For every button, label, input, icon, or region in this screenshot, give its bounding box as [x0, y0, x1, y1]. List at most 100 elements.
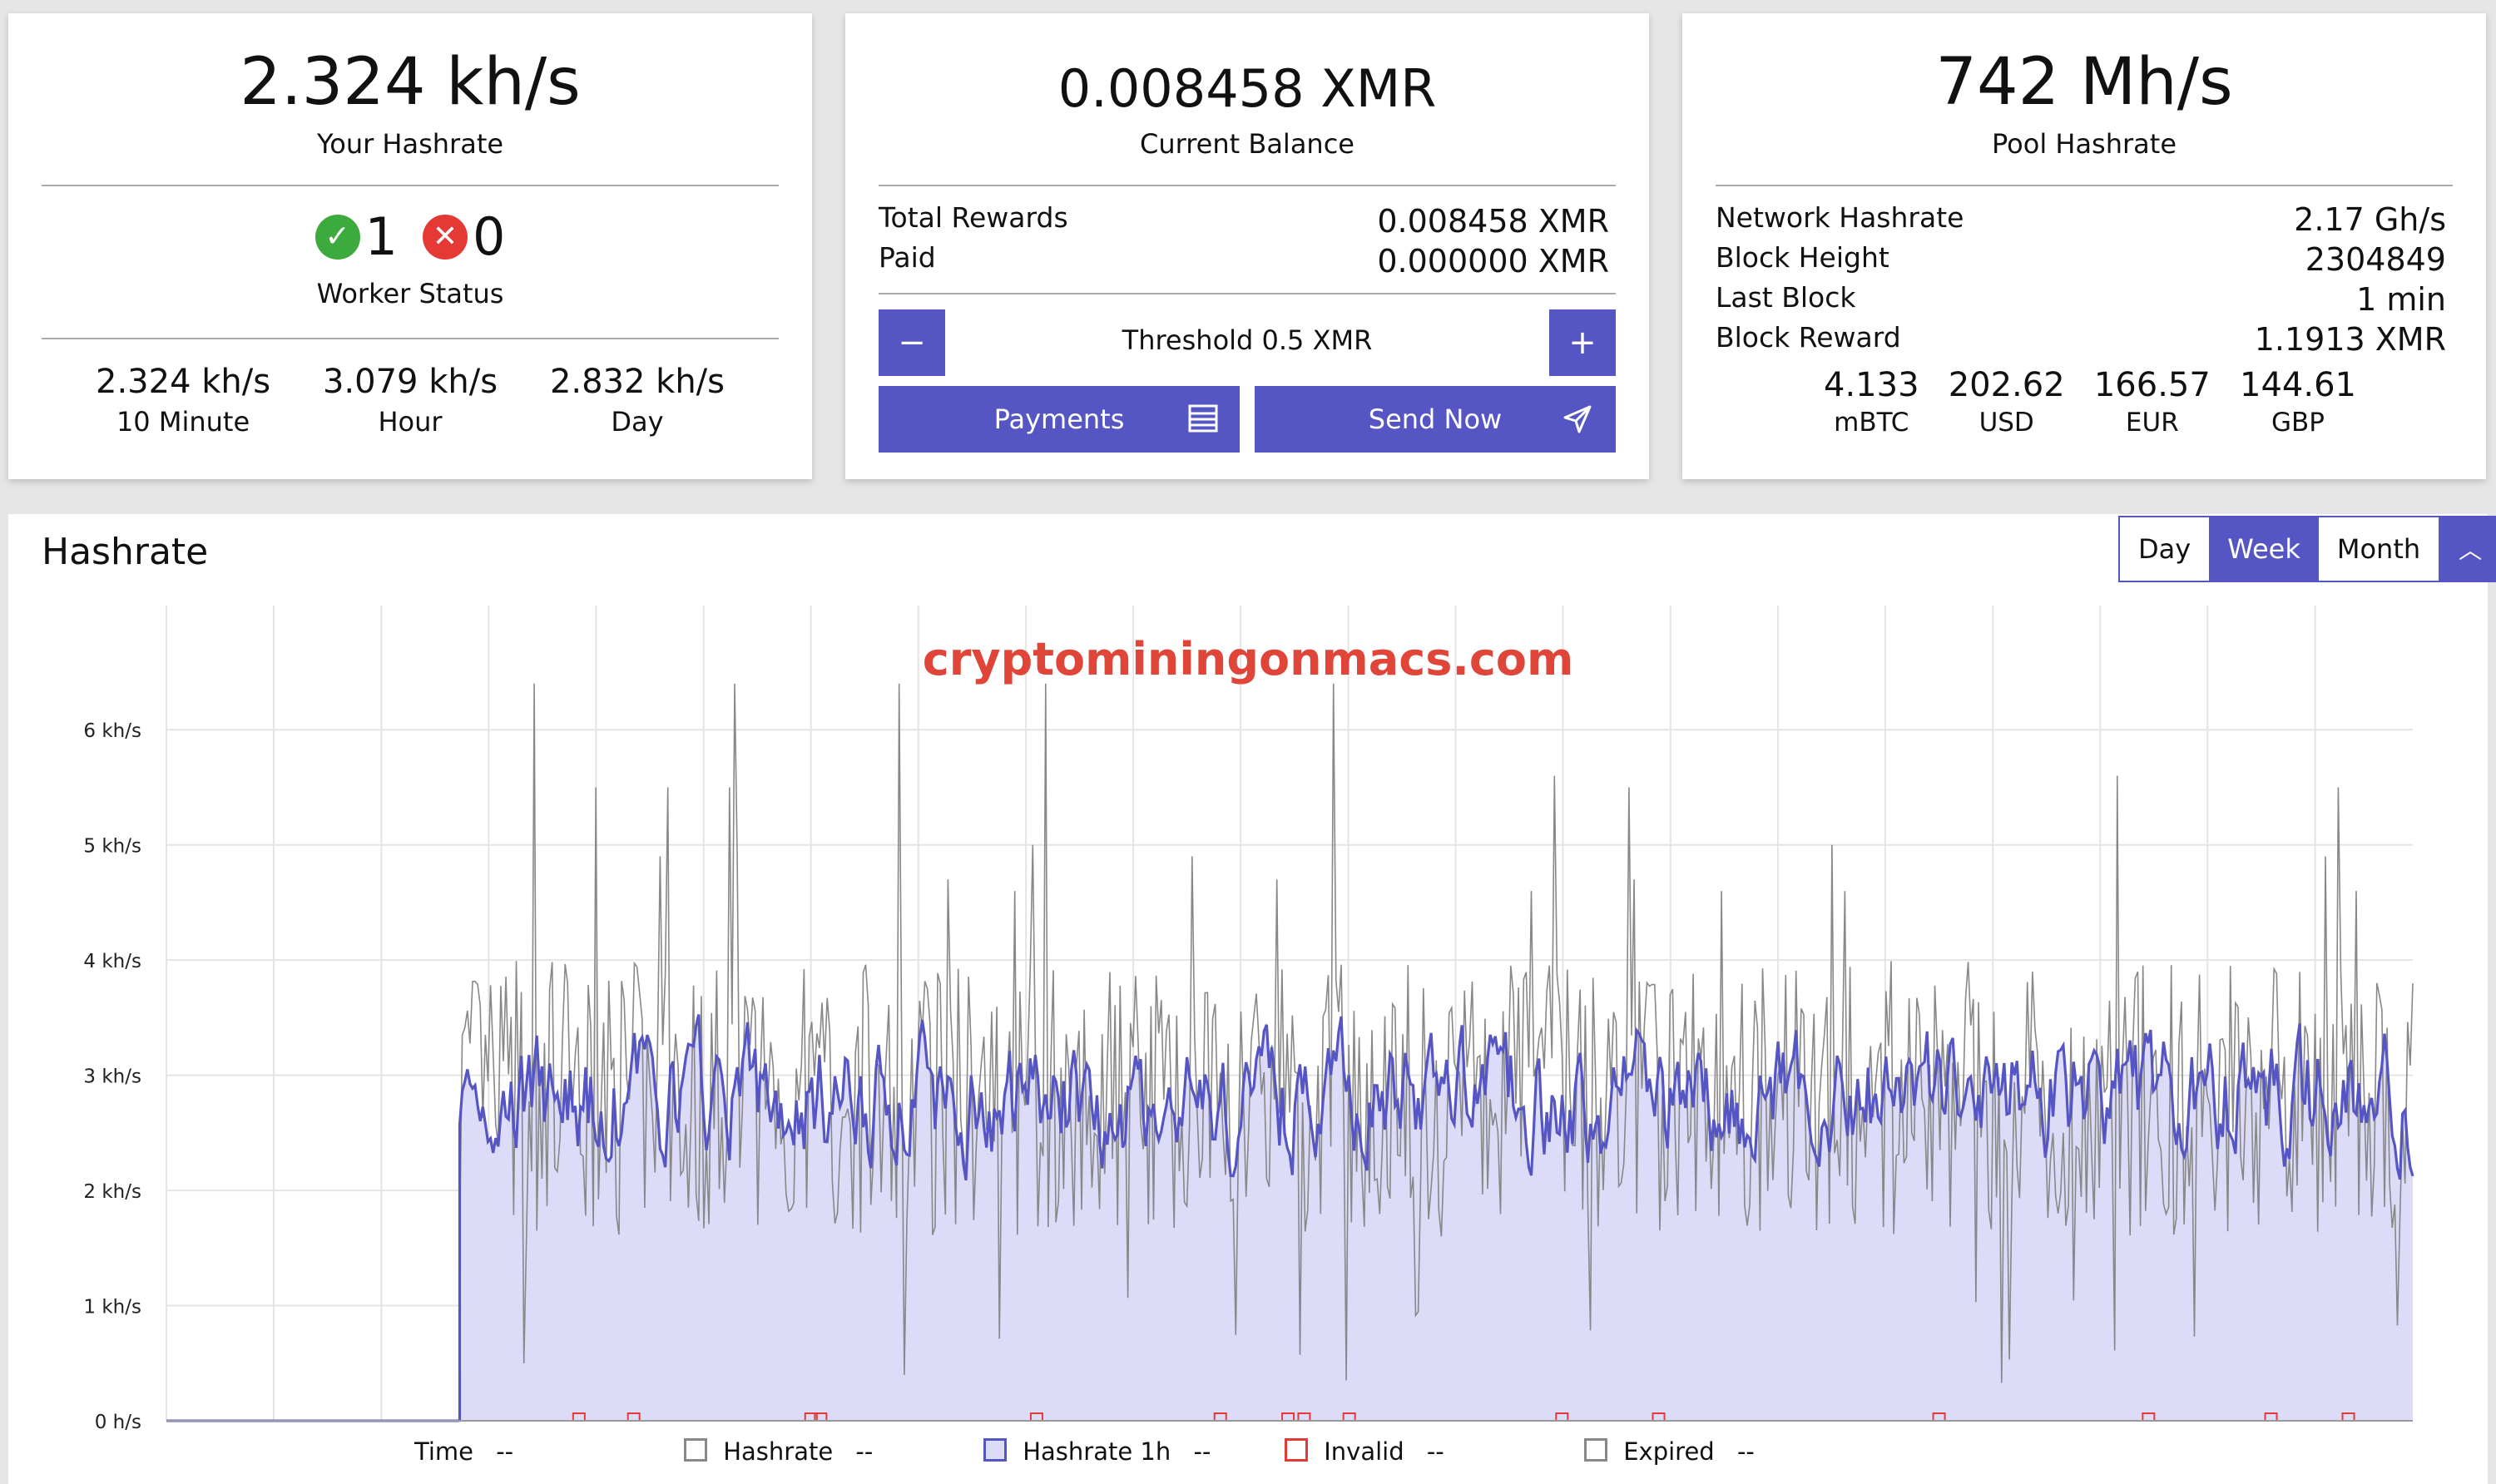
price-label: mBTC: [1834, 408, 1909, 438]
tab-month[interactable]: Month: [2318, 517, 2439, 581]
stat-label: 10 Minute: [116, 406, 250, 438]
pool-hashrate-label: Pool Hashrate: [1992, 128, 2177, 160]
stat-day: 2.832 kh/s Day: [550, 363, 725, 438]
stat-value: 2.324 kh/s: [96, 363, 271, 401]
send-icon: [1562, 404, 1592, 434]
network-hashrate-label: Network Hashrate: [1716, 201, 1964, 234]
legend-hashrate-1h[interactable]: Hashrate 1h --: [983, 1437, 1211, 1466]
send-now-button-label: Send Now: [1368, 403, 1503, 435]
stat-hour: 3.079 kh/s Hour: [323, 363, 498, 438]
collapse-chart-button[interactable]: ︿: [2439, 517, 2496, 581]
hashrate-1h-series-line: [458, 1014, 2414, 1422]
total-rewards-label: Total Rewards: [879, 201, 1068, 234]
legend-label: Hashrate 1h: [1023, 1437, 1171, 1466]
legend-swatch: [983, 1438, 1007, 1462]
y-tick-label: 1 kh/s: [83, 1297, 141, 1318]
send-now-button[interactable]: Send Now: [1255, 386, 1616, 453]
legend-invalid[interactable]: Invalid --: [1285, 1437, 1444, 1466]
stat-value: 3.079 kh/s: [322, 363, 498, 401]
chart-legend: Time -- Hashrate -- Hashrate 1h -- Inval…: [8, 1437, 2488, 1471]
last-block-value: 1 min: [2356, 281, 2446, 318]
legend-label: Hashrate: [723, 1437, 834, 1466]
workers-bad-count: 0: [473, 206, 506, 267]
legend-expired[interactable]: Expired --: [1584, 1437, 1755, 1466]
price-eur: 166.57 EUR: [2094, 366, 2211, 438]
legend-value: --: [1736, 1437, 1755, 1466]
price-value: 166.57: [2093, 366, 2211, 404]
price-gbp: 144.61 GBP: [2240, 366, 2356, 438]
divider: [42, 338, 779, 339]
y-tick-label: 2 kh/s: [83, 1181, 141, 1203]
paid-label: Paid: [879, 241, 936, 274]
stat-label: Day: [611, 406, 664, 438]
divider: [879, 293, 1616, 294]
legend-label: Invalid: [1324, 1437, 1404, 1466]
legend-value: --: [855, 1437, 874, 1466]
stat-value: 2.832 kh/s: [549, 363, 725, 401]
tab-week[interactable]: Week: [2209, 517, 2319, 581]
divider: [1716, 185, 2453, 186]
legend-label: Expired: [1623, 1437, 1715, 1466]
worker-status-label: Worker Status: [316, 278, 504, 309]
pool-hashrate-value: 742 Mh/s: [1935, 45, 2233, 120]
block-reward-label: Block Reward: [1716, 321, 1901, 354]
list-icon: [1188, 404, 1218, 433]
hashrate-chart: 0 h/s 1 kh/s 2 kh/s 3 kh/s 4 kh/s 5 kh/s 6 kh/…: [83, 606, 2414, 1433]
your-hashrate-value: 2.324 kh/s: [240, 45, 581, 120]
price-value: 4.133: [1824, 366, 1919, 404]
pool-hashrate-card: 742 Mh/s Pool Hashrate Network Hashrate …: [1682, 13, 2486, 479]
your-hashrate-card: 2.324 kh/s Your Hashrate ✓ 1 ✕ 0 Worker …: [8, 13, 812, 479]
price-mbtc: 4.133 mBTC: [1824, 366, 1919, 438]
legend-value: --: [496, 1437, 514, 1466]
legend-swatch: [1584, 1438, 1607, 1462]
y-tick-label: 6 kh/s: [83, 720, 141, 742]
block-height-value: 2304849: [2305, 241, 2446, 278]
payments-button-label: Payments: [993, 403, 1125, 435]
threshold-text: Threshold 0.5 XMR: [1122, 324, 1373, 356]
legend-time: Time --: [414, 1437, 513, 1466]
block-reward-value: 1.1913 XMR: [2254, 321, 2446, 358]
total-rewards-value: 0.008458 XMR: [1377, 203, 1609, 240]
chevron-up-icon: ︿: [2459, 537, 2483, 564]
legend-swatch: [684, 1438, 707, 1462]
y-tick-label: 0 h/s: [95, 1412, 141, 1433]
stat-10-minute: 2.324 kh/s 10 Minute: [96, 363, 270, 438]
block-height-label: Block Height: [1716, 241, 1889, 274]
legend-value: --: [1193, 1437, 1211, 1466]
price-label: EUR: [2125, 408, 2179, 438]
watermark: cryptominingonmacs.com: [923, 633, 1574, 685]
minus-icon: −: [898, 324, 926, 362]
y-tick-label: 4 kh/s: [83, 951, 141, 972]
current-balance-card: 0.008458 XMR Current Balance Total Rewar…: [845, 13, 1649, 479]
workers-ok-count: 1: [364, 206, 398, 267]
network-hashrate-value: 2.17 Gh/s: [2294, 201, 2446, 238]
stat-label: Hour: [378, 406, 443, 438]
paid-value: 0.000000 XMR: [1377, 243, 1609, 279]
legend-label: Time: [414, 1437, 473, 1466]
price-value: 144.61: [2240, 366, 2356, 404]
current-balance-value: 0.008458 XMR: [1057, 58, 1437, 119]
y-tick-label: 3 kh/s: [83, 1066, 141, 1088]
price-usd: 202.62 USD: [1949, 366, 2065, 438]
check-circle-icon: ✓: [314, 214, 360, 260]
your-hashrate-label: Your Hashrate: [316, 128, 504, 160]
range-tabs: Day Week Month ︿: [2118, 516, 2496, 582]
plus-icon: +: [1568, 324, 1597, 362]
chart-title: Hashrate: [42, 531, 209, 573]
increase-threshold-button[interactable]: +: [1549, 309, 1616, 376]
price-stats: 4.133 mBTC 202.62 USD 166.57 EUR 144.61 …: [1824, 366, 2356, 438]
price-value: 202.62: [1948, 366, 2065, 404]
hashrate-chart-panel: Hashrate Day Week Month ︿ 0 h/s 1 kh/s 2 k…: [8, 514, 2496, 1484]
decrease-threshold-button[interactable]: −: [879, 309, 945, 376]
y-tick-label: 5 kh/s: [83, 836, 141, 858]
legend-swatch: [1285, 1438, 1308, 1462]
price-label: GBP: [2271, 408, 2325, 438]
divider: [42, 185, 779, 186]
tab-day[interactable]: Day: [2120, 517, 2210, 581]
legend-value: --: [1426, 1437, 1444, 1466]
last-block-label: Last Block: [1716, 281, 1856, 314]
payments-button[interactable]: Payments: [879, 386, 1240, 453]
worker-status-indicators: ✓ 1 ✕ 0: [8, 206, 812, 267]
legend-hashrate[interactable]: Hashrate --: [684, 1437, 873, 1466]
current-balance-label: Current Balance: [1140, 128, 1354, 160]
